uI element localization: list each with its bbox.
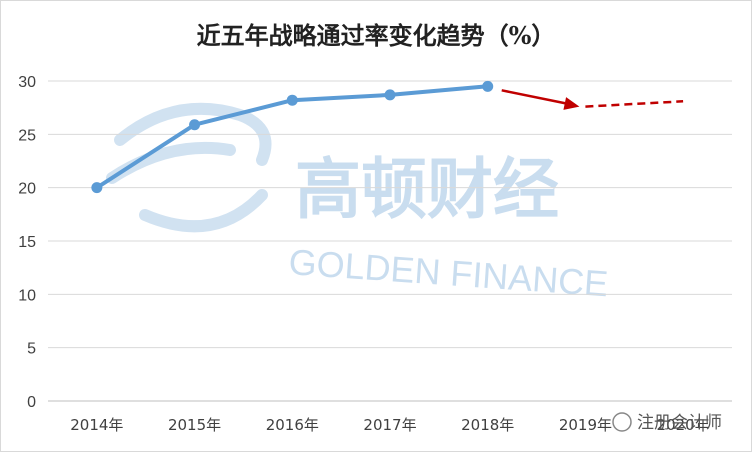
y-tick-label: 15 xyxy=(18,234,36,251)
y-tick-label: 20 xyxy=(18,181,36,198)
x-tick-label: 2019年 xyxy=(559,416,612,434)
x-tick-label: 2016年 xyxy=(266,416,319,434)
wechat-icon xyxy=(612,412,632,432)
x-tick-label: 2020年 xyxy=(657,416,710,434)
x-tick-label: 2014年 xyxy=(70,416,123,434)
x-axis-ticks: 2014年 2015年 2016年 2017年 2018年 2019年 2020年 xyxy=(70,416,709,434)
y-tick-label: 10 xyxy=(18,287,36,304)
trend-arrow-head xyxy=(563,97,580,110)
series-line xyxy=(585,100,684,108)
data-point xyxy=(286,94,298,106)
y-tick-label: 25 xyxy=(18,127,36,144)
source-tag: 注册会计师 xyxy=(612,412,722,433)
y-tick-label: 30 xyxy=(18,74,36,91)
trend-arrow-line xyxy=(501,89,570,106)
watermark-cn: 高顿财经 xyxy=(295,151,559,228)
x-tick-label: 2018年 xyxy=(461,416,514,434)
watermark: 高顿财经 GOLDEN FINANCE xyxy=(106,102,610,304)
data-point xyxy=(384,89,396,101)
x-tick-label: 2017年 xyxy=(363,416,416,434)
gridlines xyxy=(48,80,732,402)
y-tick-label: 5 xyxy=(27,341,36,358)
y-axis-ticks: 0 5 10 15 20 25 30 xyxy=(18,74,36,411)
x-tick-label: 2015年 xyxy=(168,416,221,434)
y-tick-label: 0 xyxy=(27,394,36,411)
source-tag-text: 注册会计师 xyxy=(637,413,722,433)
chart-title: 近五年战略通过率变化趋势（%） xyxy=(197,21,556,50)
data-point xyxy=(189,119,201,131)
data-point xyxy=(91,182,103,194)
series-layer xyxy=(91,80,684,194)
data-point xyxy=(482,80,494,92)
